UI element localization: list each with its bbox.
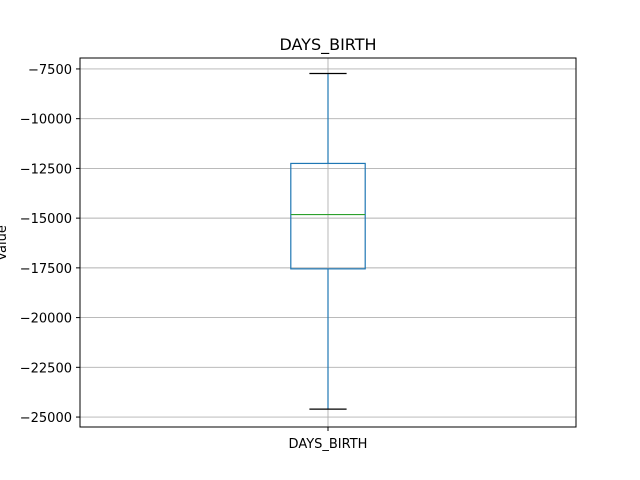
y-tick-label: −7500 xyxy=(28,63,72,78)
y-tick-label: −15000 xyxy=(20,212,72,227)
grid-lines xyxy=(80,58,576,427)
chart-title: DAYS_BIRTH xyxy=(279,35,376,55)
y-tick-label: −17500 xyxy=(20,262,72,277)
iqr-box xyxy=(290,162,366,270)
box-group xyxy=(290,72,366,410)
y-tick-label: −12500 xyxy=(20,162,72,177)
box-plot xyxy=(290,72,366,410)
y-tick-label: −10000 xyxy=(20,113,72,128)
y-tick-label: −20000 xyxy=(20,312,72,327)
y-axis-ticks: −25000 −22500 −20000 −17500 −15000 −12500 −100… xyxy=(20,63,80,426)
y-tick-label: −25000 xyxy=(20,411,72,426)
x-axis-ticks: DAYS_BIRTH xyxy=(289,427,368,452)
y-axis-label: Value xyxy=(0,225,10,261)
y-tick-label: −22500 xyxy=(20,361,72,376)
x-tick-label: DAYS_BIRTH xyxy=(289,437,368,452)
